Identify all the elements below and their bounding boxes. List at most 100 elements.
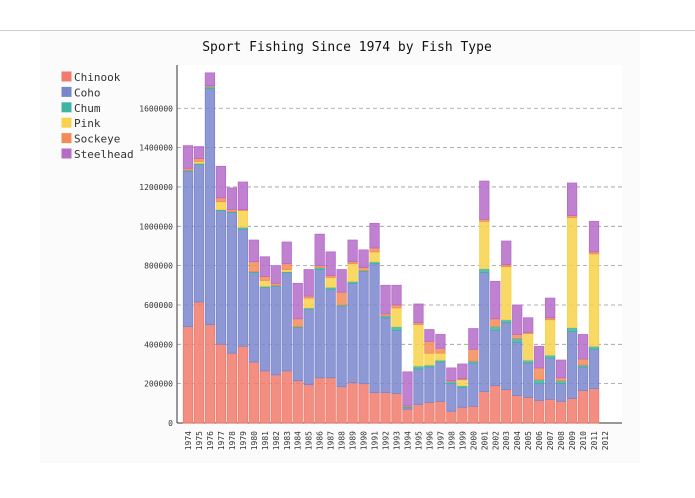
- bar-segment: [237, 345, 248, 424]
- bar-segment: [226, 187, 238, 210]
- bar-segment: [545, 354, 556, 359]
- x-tick-label: 1990: [360, 431, 369, 450]
- bar-segment: [501, 322, 512, 390]
- bar-segment: [468, 328, 479, 350]
- bar-segment: [259, 276, 270, 281]
- x-tick-label: 1991: [371, 431, 380, 450]
- bar-segment: [555, 400, 567, 424]
- bar-segment: [292, 380, 303, 424]
- bar-segment: [325, 277, 336, 288]
- bar-segment: [215, 201, 227, 210]
- bar-segment: [523, 397, 534, 424]
- bar-segment: [193, 301, 205, 424]
- bar-segment: [292, 282, 303, 320]
- bar-segment: [555, 380, 567, 385]
- y-tick-label: 800000: [144, 262, 173, 271]
- bar-segment: [336, 291, 347, 306]
- bar-segment: [336, 305, 347, 388]
- bar-segment: [446, 367, 457, 382]
- x-tick-label: 2006: [535, 431, 544, 450]
- bar-segment: [577, 366, 589, 391]
- bar-segment: [204, 72, 216, 87]
- bar-segment: [281, 241, 292, 265]
- bar-segment: [588, 345, 600, 350]
- bar-segment: [336, 269, 347, 293]
- x-tick-label: 1994: [403, 431, 412, 450]
- y-tick-label: 400000: [144, 340, 173, 349]
- x-tick-label: 2007: [546, 431, 555, 450]
- x-tick-label: 2002: [491, 431, 500, 450]
- bar-segment: [566, 182, 578, 216]
- bar-segment: [402, 408, 413, 424]
- y-tick-label: 1000000: [139, 222, 173, 231]
- bar-segment: [512, 334, 523, 339]
- legend-swatch: [61, 102, 72, 113]
- bar-segment: [534, 383, 545, 401]
- bar-segment: [292, 327, 303, 382]
- bar-segment: [358, 383, 369, 424]
- bar-segment: [490, 280, 501, 320]
- bar-segment: [325, 251, 336, 276]
- bar-segment: [369, 263, 380, 393]
- bar-segment: [588, 220, 600, 253]
- bar-segment: [391, 307, 402, 328]
- x-tick-label: 1982: [272, 431, 281, 450]
- x-tick-label: 2001: [480, 431, 489, 450]
- bar-segment: [358, 267, 369, 271]
- x-tick-label: 2008: [557, 431, 566, 450]
- bar-segment: [237, 181, 248, 210]
- legend-label: Steelhead: [74, 148, 134, 161]
- bar-segment: [215, 197, 227, 203]
- bar-segment: [577, 358, 589, 366]
- bar-segment: [501, 389, 512, 424]
- y-tick-label: 600000: [144, 301, 173, 310]
- bar-segment: [424, 366, 435, 403]
- bar-segment: [457, 379, 468, 387]
- legend-label: Chinook: [74, 71, 121, 84]
- bar-segment: [193, 158, 205, 162]
- legend-label: Chum: [74, 102, 101, 115]
- bar-segment: [545, 297, 556, 319]
- legend-label: Coho: [74, 86, 101, 99]
- legend-swatch: [61, 133, 72, 144]
- bar-segment: [380, 392, 391, 424]
- bar-segment: [435, 347, 446, 354]
- x-tick-label: 1981: [261, 431, 270, 450]
- bar-segment: [270, 374, 281, 424]
- bar-segment: [369, 247, 380, 253]
- bar-segment: [468, 362, 479, 407]
- x-tick-label: 2000: [469, 431, 478, 450]
- bar-segment: [413, 365, 424, 370]
- bar-segment: [545, 319, 556, 356]
- bar-segment: [358, 271, 369, 385]
- bar-segment: [512, 338, 523, 343]
- bar-segment: [325, 377, 336, 424]
- bar-segment: [577, 390, 589, 424]
- bar-segment: [501, 266, 512, 321]
- bar-segment: [534, 345, 545, 369]
- bar-segment: [424, 401, 435, 424]
- bar-segment: [391, 304, 402, 309]
- x-tick-label: 1985: [305, 431, 314, 450]
- legend-label: Sockeye: [74, 133, 120, 146]
- x-tick-label: 1977: [217, 431, 226, 450]
- bar-segment: [534, 399, 545, 424]
- bar-segment: [545, 357, 556, 400]
- bar-segment: [281, 370, 292, 424]
- bar-segment: [534, 367, 545, 381]
- bar-segment: [402, 371, 413, 406]
- x-tick-label: 2011: [590, 431, 599, 450]
- bar-segment: [435, 400, 446, 424]
- bar-segment: [435, 334, 446, 349]
- bar-segment: [555, 377, 567, 382]
- bar-segment: [391, 284, 402, 306]
- x-tick-label: 1997: [436, 431, 445, 450]
- x-tick-label: 2005: [524, 431, 533, 450]
- bar-segment: [555, 359, 567, 379]
- bar-segment: [479, 268, 490, 273]
- x-tick-label: 1998: [447, 431, 456, 450]
- bar-segment: [457, 387, 468, 408]
- bar-segment: [314, 269, 325, 379]
- y-tick-label: 1600000: [139, 104, 173, 113]
